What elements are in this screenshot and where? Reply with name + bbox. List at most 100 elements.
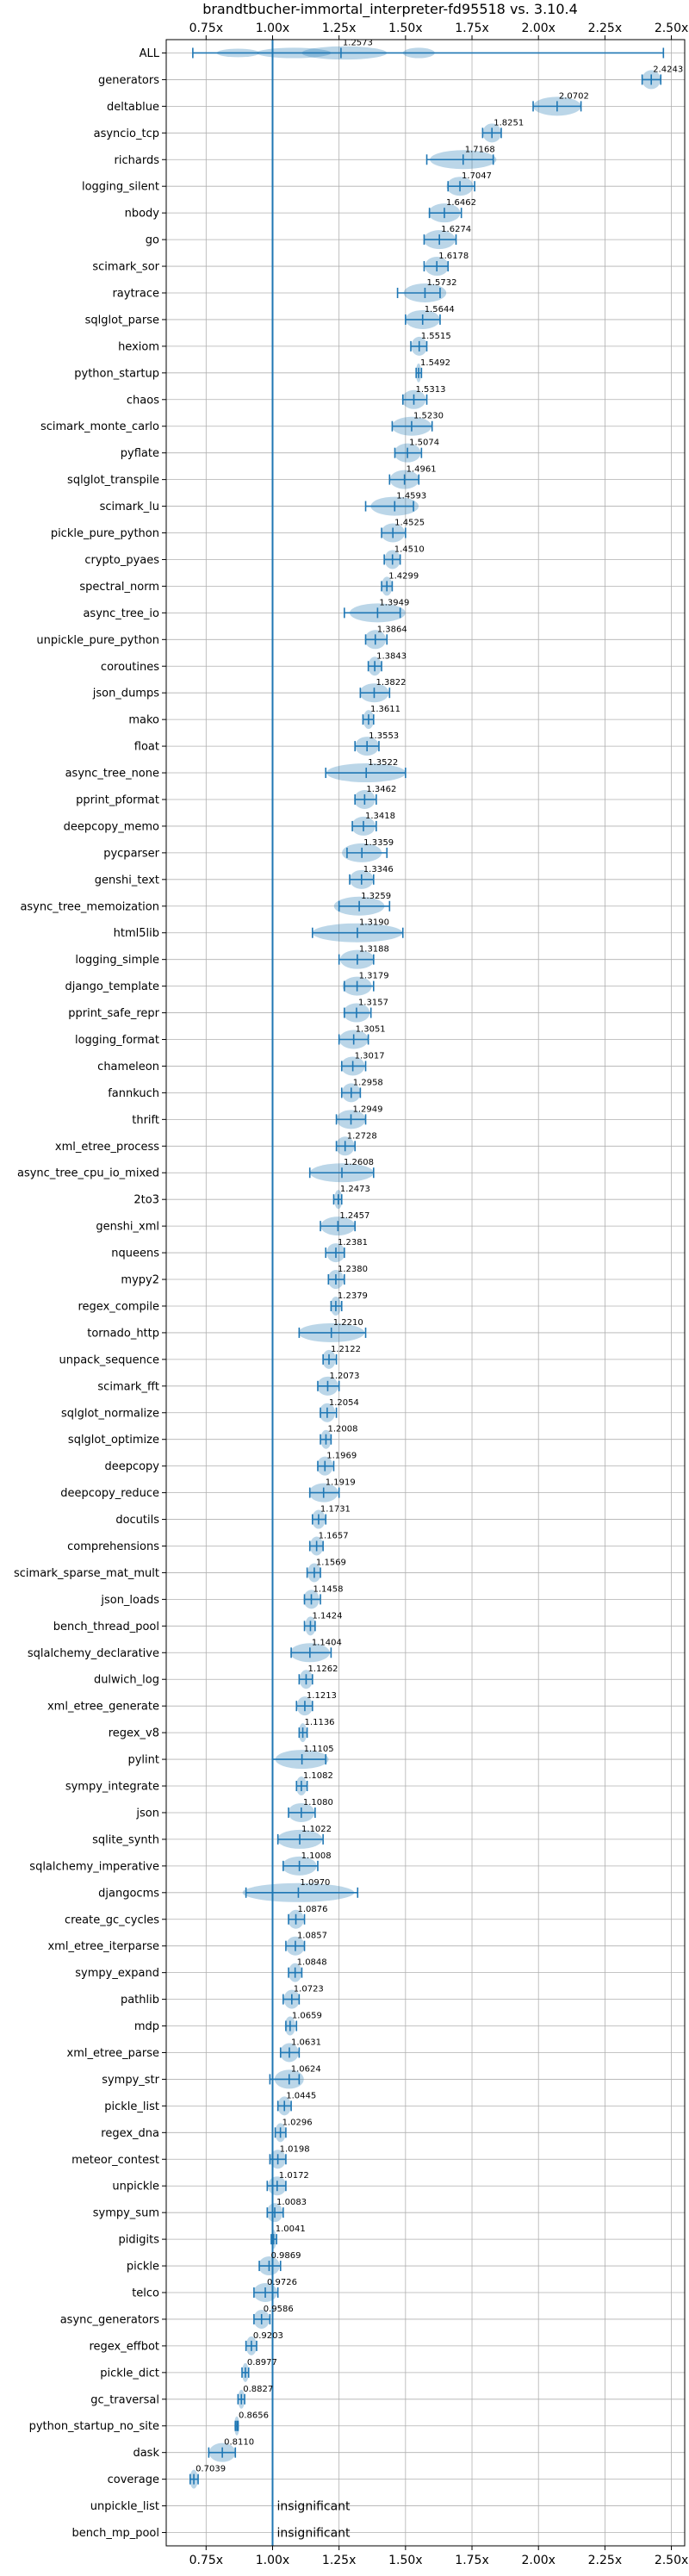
category-label: chameleon — [97, 1061, 159, 1073]
x-tick-label-bottom: 1.50x — [388, 2554, 422, 2567]
axis-layer: 0.75x 0.75x 1.00x 1.00x 1.25x 1.25x 1.50x 1.50x… — [162, 22, 688, 2567]
category-label: unpickle_pure_python — [36, 634, 159, 647]
category-label: nqueens — [111, 1248, 159, 1260]
value-label: 1.3190 — [359, 918, 389, 928]
category-label: sqlglot_optimize — [68, 1434, 159, 1447]
value-label: 1.1082 — [303, 1771, 333, 1781]
value-label: 1.3553 — [369, 731, 399, 741]
value-label: 1.1136 — [305, 1718, 335, 1727]
value-label: 0.8110 — [224, 2438, 254, 2448]
category-label: fannkuch — [108, 1087, 159, 1100]
category-label: json_dumps — [92, 688, 159, 700]
category-label: deepcopy_memo — [64, 820, 159, 833]
category-label: sqlalchemy_declarative — [28, 1647, 159, 1660]
category-label: unpickle — [112, 2181, 159, 2193]
value-label: 0.8977 — [247, 2358, 277, 2368]
value-label: 1.0970 — [300, 1878, 330, 1888]
category-label: pylint — [127, 1754, 159, 1767]
category-label: docutils — [115, 1514, 159, 1527]
value-label: 1.6462 — [446, 198, 476, 208]
category-label: python_startup_no_site — [29, 2420, 159, 2433]
value-label: 1.1424 — [312, 1611, 342, 1621]
value-label: 1.3157 — [358, 999, 388, 1008]
value-label: 1.2054 — [329, 1398, 359, 1408]
value-label: 1.2958 — [353, 1078, 383, 1087]
marks-layer — [189, 40, 665, 2546]
category-label: pycparser — [103, 847, 159, 860]
category-label: scimark_fft — [97, 1380, 159, 1393]
category-label: regex_compile — [78, 1300, 159, 1313]
value-label: 0.9726 — [267, 2278, 297, 2287]
value-label: 1.5230 — [413, 412, 444, 421]
value-label: 1.3611 — [370, 705, 400, 714]
x-tick-label-top: 1.25x — [322, 22, 356, 35]
category-label: mypy2 — [121, 1274, 159, 1287]
category-label: deepcopy — [104, 1460, 159, 1473]
category-label: spectral_norm — [79, 581, 159, 594]
category-label: scimark_lu — [100, 501, 159, 513]
value-label: 1.2073 — [329, 1372, 359, 1381]
value-label: 1.3359 — [363, 838, 394, 848]
value-label: 1.0172 — [279, 2171, 309, 2181]
category-label: telco — [132, 2287, 159, 2300]
category-label: regex_effbot — [89, 2340, 159, 2353]
value-label: 1.3051 — [356, 1025, 386, 1035]
value-label: 1.1458 — [313, 1584, 343, 1594]
category-label: thrift — [132, 1114, 159, 1127]
category-label: bench_thread_pool — [53, 1621, 159, 1633]
value-label: 1.5492 — [420, 358, 450, 368]
value-label: 1.7047 — [462, 171, 492, 181]
plot-frame — [165, 39, 686, 2547]
category-label: hexiom — [118, 340, 159, 353]
category-label: pickle_pure_python — [51, 527, 159, 540]
category-label: sympy_str — [102, 2074, 159, 2087]
x-tick-label-bottom: 2.25x — [588, 2554, 622, 2567]
category-label: async_tree_none — [65, 768, 159, 781]
value-label: 1.2381 — [338, 1238, 368, 1248]
category-label: async_generators — [60, 2313, 160, 2326]
value-label: 1.1569 — [316, 1558, 346, 1567]
insignificant-label: insignificant — [276, 2527, 351, 2541]
value-label: 1.1105 — [304, 1745, 334, 1754]
value-label: 1.3188 — [359, 945, 389, 955]
category-label: pickle_dict — [100, 2367, 159, 2380]
category-label: generators — [98, 74, 159, 87]
insignificant-label: insignificant — [276, 2500, 351, 2514]
value-label: 1.3017 — [355, 1051, 385, 1061]
value-label: 1.1022 — [301, 1825, 332, 1834]
value-label: 1.7168 — [465, 145, 495, 154]
category-label: meteor_contest — [71, 2154, 159, 2167]
x-tick-label-top: 2.50x — [655, 22, 688, 35]
value-label: 1.0083 — [276, 2198, 307, 2207]
category-label: crypto_pyaes — [84, 554, 159, 567]
category-label: async_tree_io — [83, 607, 159, 620]
category-label: python_startup — [74, 367, 159, 380]
value-label: 1.1404 — [312, 1638, 342, 1647]
category-label: sympy_expand — [75, 1967, 159, 1980]
category-label: mako — [128, 714, 159, 727]
category-label: sqlite_synth — [92, 1833, 159, 1846]
category-label: regex_v8 — [109, 1727, 159, 1740]
value-label: 1.2379 — [338, 1291, 368, 1301]
x-tick-label-top: 0.75x — [189, 22, 223, 35]
value-label: 1.5515 — [421, 332, 451, 341]
value-label: 1.1080 — [303, 1798, 333, 1808]
value-label: 1.0848 — [297, 1958, 327, 1968]
value-label: 0.9586 — [264, 2305, 294, 2314]
category-label: unpickle_list — [90, 2500, 159, 2513]
x-tick-label-bottom: 2.00x — [521, 2554, 555, 2567]
category-label: unpack_sequence — [59, 1353, 159, 1366]
value-label: 1.2473 — [340, 1185, 370, 1194]
category-label: genshi_text — [95, 874, 159, 887]
category-label: raytrace — [112, 287, 159, 300]
category-label: logging_simple — [75, 954, 159, 967]
value-label: 1.0041 — [276, 2224, 306, 2234]
x-tick-label-top: 2.00x — [521, 22, 555, 35]
category-label: pickle — [127, 2261, 159, 2274]
value-label: 0.7039 — [196, 2465, 226, 2474]
category-label: scimark_monte_carlo — [40, 420, 159, 433]
category-label: pickle_list — [104, 2100, 159, 2113]
value-label: 1.4961 — [407, 465, 437, 475]
x-tick-label-bottom: 1.75x — [455, 2554, 488, 2567]
category-label: pprint_pformat — [76, 793, 159, 806]
